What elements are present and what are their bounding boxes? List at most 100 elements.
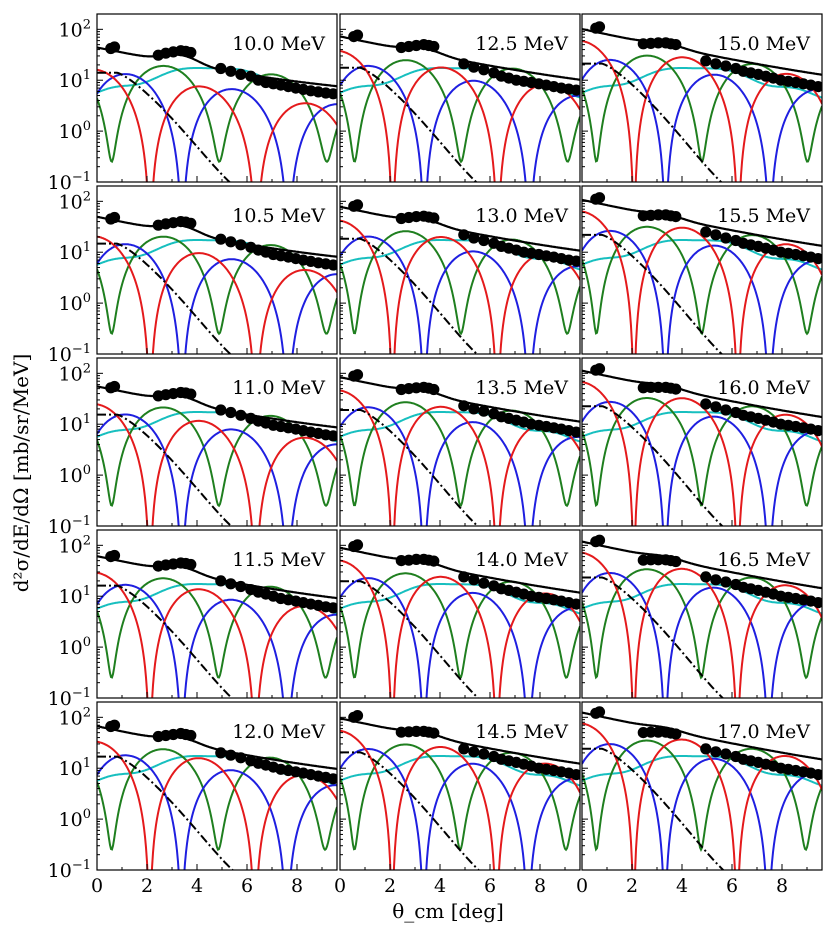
data-point <box>351 369 364 381</box>
data-point <box>327 430 337 442</box>
y-tick-label: 101 <box>59 756 91 780</box>
blue-series-line <box>97 754 337 870</box>
x-tick-label: 2 <box>141 875 153 897</box>
cyan-series-line <box>582 583 822 615</box>
red-series-line <box>582 210 822 354</box>
panel-frame <box>96 529 338 699</box>
data-point <box>458 400 470 412</box>
panel-curves <box>340 199 580 354</box>
y-tick-label: 100 <box>59 635 91 659</box>
green-series-line <box>340 572 580 679</box>
panel-frame <box>339 529 581 699</box>
data-point <box>478 577 490 589</box>
data-point <box>215 62 227 75</box>
data-point <box>812 81 822 93</box>
red-series-line <box>97 571 337 698</box>
data-point <box>428 40 440 53</box>
data-point <box>468 403 480 415</box>
x-tick-label: 4 <box>676 875 688 897</box>
data-point <box>570 769 580 781</box>
data-point <box>108 380 121 393</box>
data-point <box>468 574 480 586</box>
data-point <box>700 743 712 755</box>
y-tick-label: 102 <box>59 705 91 729</box>
data-point <box>108 41 121 53</box>
panel: 16.0 MeV <box>581 357 823 527</box>
data-point <box>670 211 682 223</box>
data-point <box>720 60 732 72</box>
panel: 12.5 MeV <box>339 13 581 183</box>
cyan-series-line <box>582 67 822 99</box>
data-point <box>468 746 480 758</box>
green-series-line <box>582 225 822 336</box>
energy-label: 16.5 MeV <box>717 549 810 571</box>
dashdot-series-line <box>97 584 234 698</box>
total-series-line <box>340 717 580 765</box>
data-point <box>225 749 237 761</box>
energy-label: 13.0 MeV <box>475 205 568 227</box>
data-point <box>593 706 606 718</box>
x-tick-label: 6 <box>484 875 496 897</box>
data-point <box>593 21 606 33</box>
data-point <box>351 199 364 211</box>
data-point <box>478 234 490 247</box>
blue-series-line <box>340 577 580 698</box>
energy-label: 15.0 MeV <box>717 33 810 55</box>
data-point <box>700 55 712 67</box>
data-point <box>593 363 606 375</box>
total-series-line <box>340 205 580 252</box>
dashdot-series-line <box>97 71 231 182</box>
data-point <box>108 549 121 562</box>
data-point <box>235 68 247 80</box>
red-series-line <box>340 389 580 526</box>
panel-frame <box>339 185 581 355</box>
y-tick-label: 102 <box>59 189 91 213</box>
x-tick-label: 8 <box>534 875 546 897</box>
data-point <box>478 748 490 760</box>
panel-frame <box>96 13 338 183</box>
x-tick-label: 0 <box>91 875 103 897</box>
red-series-line <box>340 729 580 870</box>
cyan-series-line <box>582 755 822 787</box>
data-point <box>185 558 197 571</box>
data-point <box>670 383 682 395</box>
dashdot-series-line <box>97 242 232 354</box>
total-series-line <box>582 198 822 247</box>
data-point <box>185 729 197 742</box>
data-point <box>351 710 364 722</box>
data-point <box>108 211 121 224</box>
energy-label: 11.5 MeV <box>232 549 325 571</box>
panel-curves <box>97 380 337 526</box>
panel: 15.5 MeV <box>581 185 823 355</box>
x-tick-label: 2 <box>384 875 396 897</box>
panel-curves <box>97 549 337 698</box>
energy-label: 12.5 MeV <box>475 33 568 55</box>
green-series-line <box>340 230 580 336</box>
panel-frame <box>581 701 823 871</box>
energy-label: 10.5 MeV <box>232 205 325 227</box>
cyan-series-line <box>340 755 580 787</box>
green-series-line <box>340 743 580 852</box>
data-point <box>720 404 732 416</box>
blue-series-line <box>340 235 580 354</box>
panel: 10−1 100 101 102 11.0 MeV <box>48 357 338 538</box>
y-tick-label: 101 <box>59 584 91 608</box>
data-point <box>327 773 337 785</box>
panel-curves <box>582 21 822 182</box>
data-point <box>225 406 237 419</box>
data-point <box>710 229 722 241</box>
dashdot-series-line <box>582 747 725 870</box>
dashdot-series-line <box>340 580 480 698</box>
data-point <box>710 746 722 758</box>
x-tick-label: 6 <box>726 875 738 897</box>
panel-curves <box>97 211 337 354</box>
data-point <box>570 426 580 438</box>
y-tick-label: 100 <box>59 119 91 143</box>
panel-curves <box>582 363 822 526</box>
y-tick-label: 10−1 <box>48 342 91 366</box>
data-point <box>235 580 247 593</box>
green-series-line <box>582 54 822 164</box>
energy-label: 14.5 MeV <box>475 721 568 743</box>
data-point <box>570 84 580 96</box>
panel-curves <box>340 539 580 698</box>
